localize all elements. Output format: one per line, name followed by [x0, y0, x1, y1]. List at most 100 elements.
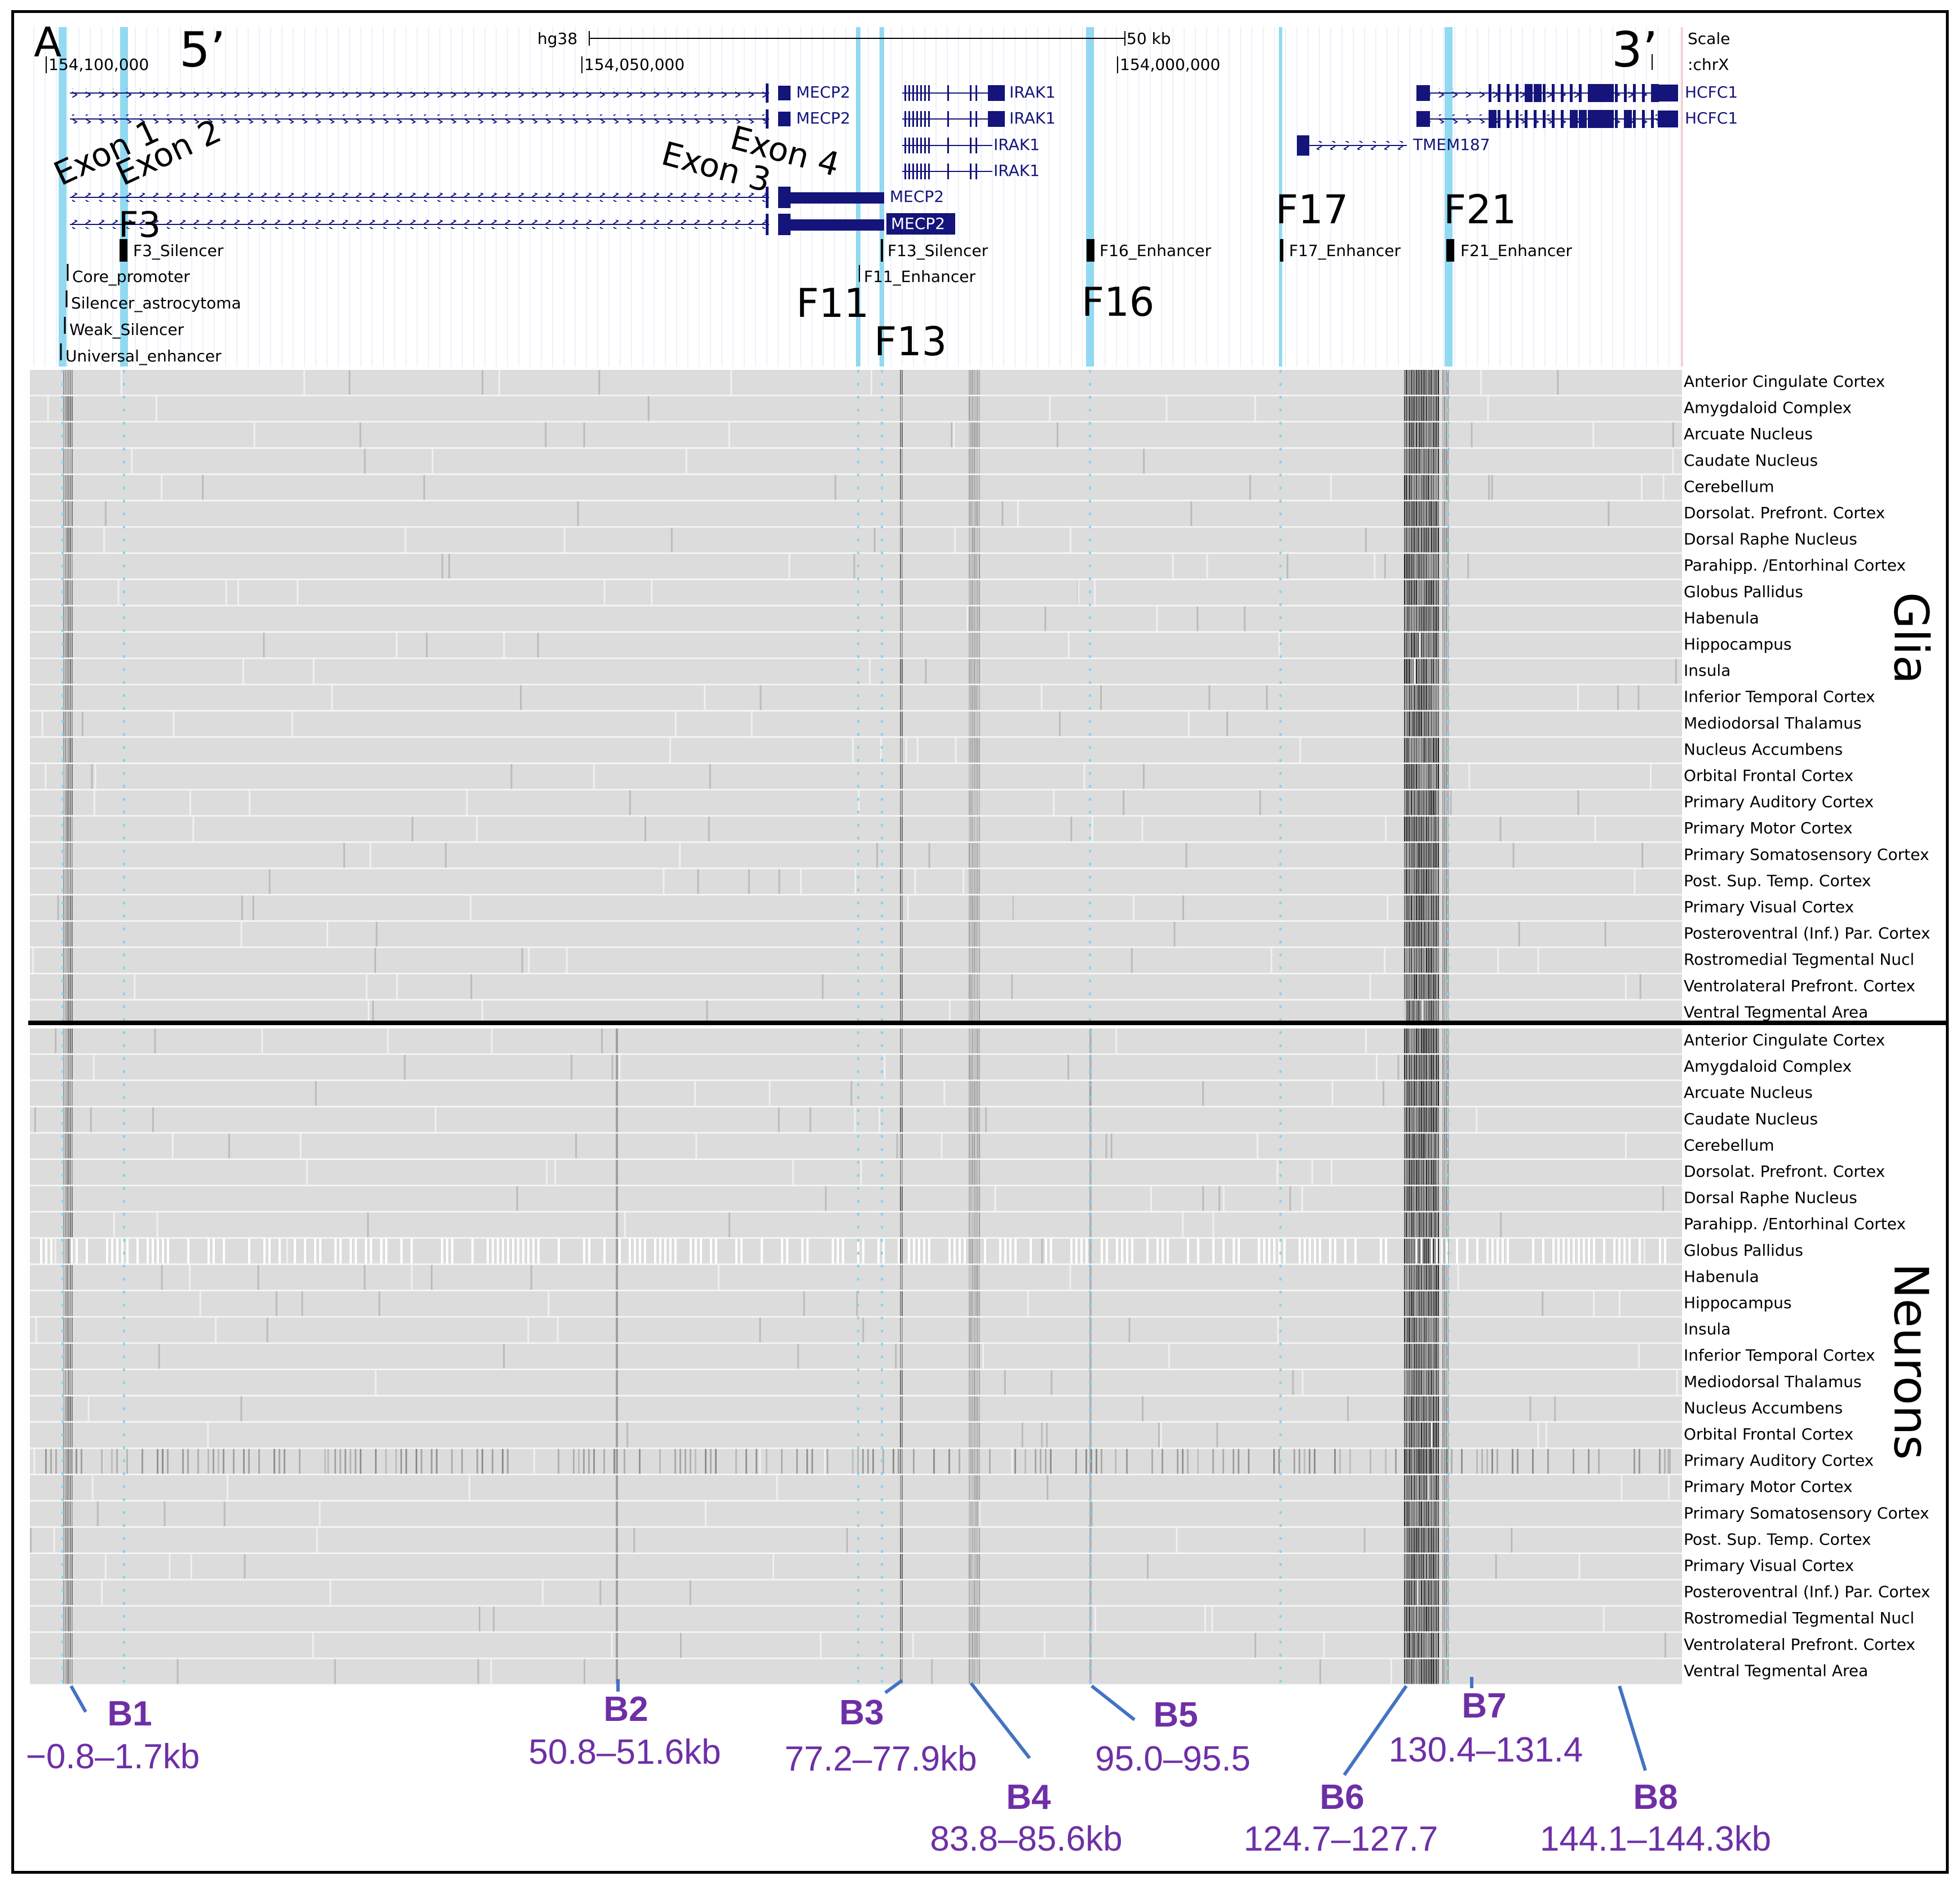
block-pointer	[884, 1679, 903, 1694]
glia-track-label: Anterior Cingulate Cortex	[1684, 372, 1885, 391]
neuron-track-label: Primary Somatosensory Cortex	[1684, 1504, 1929, 1522]
gene-label-hcfc1: HCFC1	[1685, 83, 1738, 101]
element-f21-enhancer: F21_Enhancer	[1460, 241, 1572, 260]
neuron-track-label: Primary Motor Cortex	[1684, 1477, 1852, 1496]
region-label-f13: F13	[874, 319, 947, 365]
block-pointer	[69, 1685, 87, 1713]
region-label-f11: F11	[796, 280, 869, 326]
glia-track-label: Primary Somatosensory Cortex	[1684, 845, 1929, 864]
neuron-track-label: Ventral Tegmental Area	[1684, 1661, 1868, 1680]
glia-track-label: Caudate Nucleus	[1684, 451, 1818, 470]
neuron-track-label: Nucleus Accumbens	[1684, 1398, 1843, 1417]
neuron-track-label: Arcuate Nucleus	[1684, 1083, 1813, 1102]
neuron-track-label: Posteroventral (Inf.) Par. Cortex	[1684, 1583, 1930, 1601]
neuron-track-label: Dorsolat. Prefront. Cortex	[1684, 1162, 1885, 1181]
figure-frame	[11, 10, 1949, 1874]
coord-1: 154,100,000	[48, 55, 149, 74]
block-range: 130.4–131.4	[1389, 1731, 1583, 1769]
glia-track-label: Dorsolat. Prefront. Cortex	[1684, 504, 1885, 522]
block-range: 95.0–95.5	[1095, 1740, 1251, 1778]
neuron-track-label: Globus Pallidus	[1684, 1241, 1803, 1260]
glia-track-label: Arcuate Nucleus	[1684, 425, 1813, 443]
glia-track-label: Primary Auditory Cortex	[1684, 793, 1874, 811]
neuron-track-label: Parahipp. /Entorhinal Cortex	[1684, 1215, 1906, 1233]
glia-track-label: Mediodorsal Thalamus	[1684, 714, 1861, 732]
neuron-track-label: Dorsal Raphe Nucleus	[1684, 1189, 1857, 1207]
block-label: B7	[1462, 1687, 1506, 1725]
glia-track-label: Primary Motor Cortex	[1684, 819, 1852, 837]
region-label-f21: F21	[1443, 187, 1516, 233]
selected-gene-box	[886, 213, 955, 235]
glia-track-label: Parahipp. /Entorhinal Cortex	[1684, 556, 1906, 575]
block-range: 50.8–51.6kb	[528, 1733, 721, 1772]
glia-track-label: Insula	[1684, 661, 1731, 680]
block-pointer	[1343, 1685, 1408, 1776]
glia-track-label: Rostromedial Tegmental Nucl	[1684, 950, 1914, 969]
expression-tracks	[30, 370, 1682, 1685]
glia-track-label: Posteroventral (Inf.) Par. Cortex	[1684, 924, 1930, 943]
gene-label-mecp2-selected: MECP2	[891, 214, 945, 233]
element-f16-enhancer: F16_Enhancer	[1100, 241, 1211, 260]
block-label: B1	[107, 1694, 152, 1733]
block-range: −0.8–1.7kb	[26, 1737, 200, 1776]
block-label: B8	[1633, 1778, 1678, 1817]
block-pointer	[1618, 1685, 1647, 1771]
block-label: B4	[1006, 1778, 1051, 1817]
element-core-promoter: Core_promoter	[72, 267, 190, 286]
element-f17-enhancer: F17_Enhancer	[1289, 241, 1401, 260]
glia-track-label: Nucleus Accumbens	[1684, 740, 1843, 758]
gene-label-hcfc1: HCFC1	[1685, 109, 1738, 127]
block-range: 83.8–85.6kb	[930, 1820, 1122, 1858]
glia-track-label: Orbital Frontal Cortex	[1684, 766, 1853, 785]
glia-track-label: Habenula	[1684, 608, 1759, 627]
assembly-label: hg38	[537, 29, 577, 48]
neuron-track-label: Insula	[1684, 1320, 1731, 1339]
glia-track-label: Primary Visual Cortex	[1684, 898, 1854, 916]
glia-title: Glia	[1883, 592, 1939, 684]
gene-label-irak1: IRAK1	[1009, 83, 1056, 101]
gene-label-mecp2: MECP2	[796, 109, 850, 127]
neurons-title: Neurons	[1883, 1263, 1939, 1460]
neuron-track-label: Orbital Frontal Cortex	[1684, 1425, 1853, 1443]
neuron-track-label: Anterior Cingulate Cortex	[1684, 1031, 1885, 1049]
neuron-track-label: Cerebellum	[1684, 1136, 1774, 1154]
gene-models	[70, 83, 1678, 235]
neuron-track-label: Ventrolateral Prefront. Cortex	[1684, 1635, 1915, 1654]
neuron-track-label: Caudate Nucleus	[1684, 1110, 1818, 1128]
region-label-f17: F17	[1275, 187, 1348, 233]
neuron-track-label: Amygdaloid Complex	[1684, 1057, 1852, 1076]
scale-bar-label: 50 kb	[1127, 29, 1171, 48]
neuron-track-label: Mediodorsal Thalamus	[1684, 1372, 1861, 1391]
gene-label-irak1: IRAK1	[994, 161, 1040, 180]
glia-track-label: Post. Sup. Temp. Cortex	[1684, 871, 1871, 890]
glia-track-label: Cerebellum	[1684, 477, 1774, 496]
gene-label-mecp2: MECP2	[796, 83, 850, 101]
block-range: 124.7–127.7	[1244, 1820, 1438, 1858]
neuron-track-label: Inferior Temporal Cortex	[1684, 1346, 1875, 1365]
glia-track-label: Inferior Temporal Cortex	[1684, 687, 1875, 706]
neuron-track-label: Primary Auditory Cortex	[1684, 1451, 1874, 1470]
coord-3: 154,000,000	[1120, 55, 1220, 74]
gene-label-irak1: IRAK1	[1009, 109, 1056, 127]
panel-label: A	[34, 19, 61, 66]
element-f13-silencer: F13_Silencer	[888, 241, 988, 260]
gene-label-tmem187: TMEM187	[1412, 135, 1490, 154]
glia-track-label: Dorsal Raphe Nucleus	[1684, 530, 1857, 549]
neuron-track-label: Hippocampus	[1684, 1294, 1791, 1312]
element-weak-silencer: Weak_Silencer	[69, 320, 184, 339]
coord-2: 154,050,000	[584, 55, 685, 74]
five-prime-label: 5’	[179, 22, 226, 78]
gene-label-irak1: IRAK1	[994, 135, 1040, 154]
chrom-label: :chrX	[1688, 55, 1729, 74]
neuron-track-label: Rostromedial Tegmental Nucl	[1684, 1609, 1914, 1627]
glia-track-label: Hippocampus	[1684, 635, 1791, 654]
block-pointer	[969, 1682, 1031, 1759]
block-range: 77.2–77.9kb	[784, 1740, 977, 1778]
three-prime-label: 3’	[1612, 22, 1658, 78]
neuron-track-label: Post. Sup. Temp. Cortex	[1684, 1530, 1871, 1548]
neuron-track-label: Habenula	[1684, 1267, 1759, 1286]
element-universal-enhancer: Universal_enhancer	[65, 347, 222, 365]
block-pointer	[1091, 1684, 1136, 1721]
region-label-f3: F3	[118, 204, 161, 245]
